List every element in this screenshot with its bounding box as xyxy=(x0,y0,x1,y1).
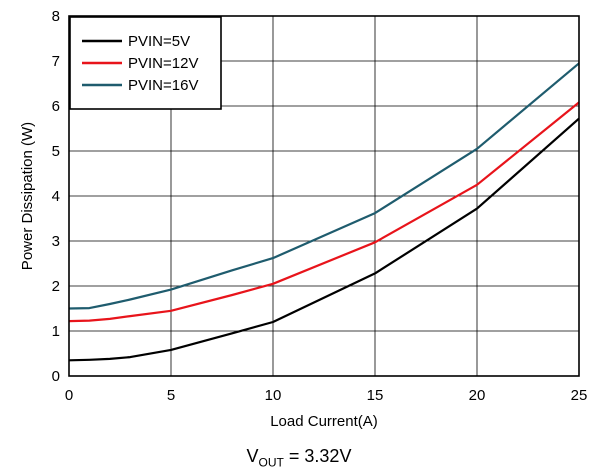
y-tick-label: 1 xyxy=(52,323,60,340)
y-axis-label: Power Dissipation (W) xyxy=(19,122,36,270)
x-axis-ticks: 0 5 10 15 20 25 xyxy=(65,387,588,404)
series-line xyxy=(68,117,580,362)
y-tick-label: 5 xyxy=(52,143,60,160)
y-tick-label: 8 xyxy=(52,8,60,25)
x-tick-label: 0 xyxy=(65,387,73,404)
legend-label: PVIN=12V xyxy=(128,55,198,72)
plot-frame xyxy=(68,15,580,377)
legend-label: PVIN=16V xyxy=(128,77,198,94)
legend-label: PVIN=5V xyxy=(128,33,190,50)
x-tick-label: 10 xyxy=(265,387,282,404)
y-tick-label: 6 xyxy=(52,98,60,115)
series-line xyxy=(68,62,580,310)
caption-main: V xyxy=(246,446,259,466)
y-tick-label: 7 xyxy=(52,53,60,70)
series-lines xyxy=(68,62,580,362)
power-dissipation-chart: 0 5 10 15 20 25 0 1 2 3 4 5 6 7 8 Load Current(A) Pow… xyxy=(19,8,588,430)
x-tick-label: 5 xyxy=(167,387,175,404)
y-tick-label: 4 xyxy=(52,188,60,205)
x-axis-label: Load Current(A) xyxy=(270,413,378,430)
y-tick-label: 0 xyxy=(52,368,60,385)
y-tick-label: 2 xyxy=(52,278,60,295)
x-tick-label: 25 xyxy=(571,387,588,404)
legend: PVIN=5V PVIN=12V PVIN=16V xyxy=(69,16,222,110)
x-tick-label: 20 xyxy=(469,387,486,404)
y-tick-label: 3 xyxy=(52,233,60,250)
series-line xyxy=(68,101,580,323)
caption: VOUT = 3.32V xyxy=(0,446,598,470)
caption-rest: = 3.32V xyxy=(283,446,352,466)
caption-subscript: OUT xyxy=(258,455,284,470)
y-axis-ticks: 0 1 2 3 4 5 6 7 8 xyxy=(52,8,60,385)
x-tick-label: 15 xyxy=(367,387,384,404)
